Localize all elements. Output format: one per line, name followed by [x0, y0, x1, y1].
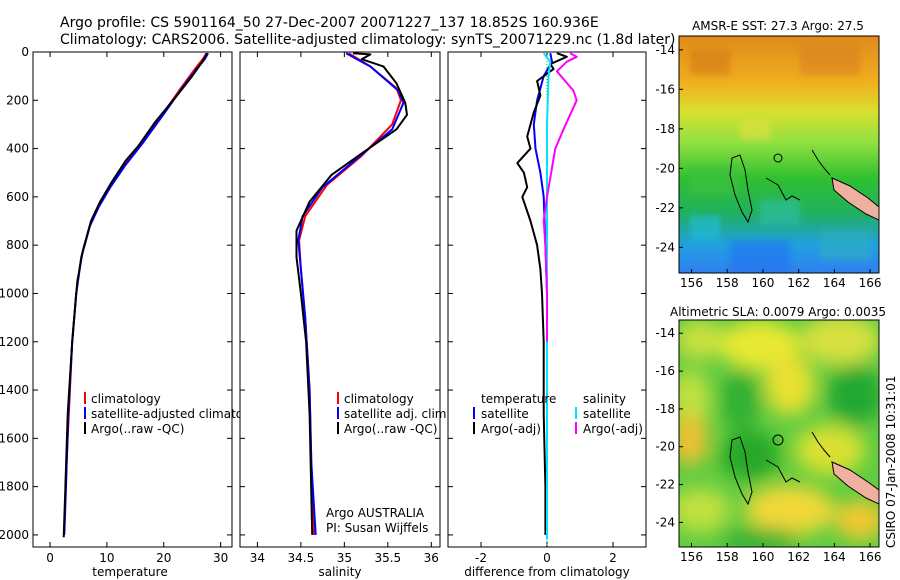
map-y-tick-label: -14	[655, 326, 675, 340]
x-tick-label: 2	[609, 551, 617, 565]
map-x-tick-label: 164	[823, 276, 846, 290]
legend-satellite-adj: satellite adj. clim.	[344, 407, 450, 421]
pi-annotation: PI: Susan Wijffels	[326, 521, 428, 535]
map-x-tick-label: 160	[751, 550, 774, 564]
sla-map: Altimetric SLA: 0.0079 Argo: 0.0035	[655, 305, 886, 564]
map-x-tick-label: 162	[787, 550, 810, 564]
map-x-tick-label: 162	[787, 276, 810, 290]
x-tick-label: 35	[337, 551, 352, 565]
map-y-tick-label: -16	[655, 82, 675, 96]
map-x-tick-label: 164	[823, 550, 846, 564]
map-y-tick-label: -18	[655, 122, 675, 136]
argo-program-annotation: Argo AUSTRALIA	[326, 506, 425, 520]
x-tick-label: 10	[99, 551, 114, 565]
temperature-axis-label: temperature	[92, 565, 167, 579]
map-x-tick-label: 158	[716, 550, 739, 564]
y-tick-label: 1800	[0, 480, 29, 494]
y-tick-label: 1000	[0, 286, 29, 300]
series-line-salinity-satellite	[542, 52, 552, 540]
x-tick-label: 35.5	[374, 551, 401, 565]
legend-temperature-argo: Argo(-adj)	[481, 422, 541, 436]
x-tick-label: 34.5	[288, 551, 315, 565]
figure-title-line2: Climatology: CARS2006. Satellite-adjuste…	[60, 32, 675, 48]
y-tick-label: 0	[21, 45, 29, 59]
map-x-tick-label: 156	[680, 550, 703, 564]
x-tick-label: 0	[46, 551, 54, 565]
map-y-tick-label: -20	[655, 440, 675, 454]
temperature-legend: climatology satellite-adjusted climatolo…	[84, 392, 269, 436]
temperature-panel: 0 10 20 30 0 200 400 600 800 1000 1200 1400 1600 1800…	[0, 45, 269, 579]
x-tick-label: 34	[250, 551, 265, 565]
x-tick-label: 20	[156, 551, 171, 565]
map-x-tick-label: 156	[680, 276, 703, 290]
sst-land-mask	[729, 149, 879, 224]
map-x-tick-label: 166	[859, 276, 882, 290]
sla-land-mask	[729, 431, 879, 506]
legend-argo: Argo(..raw -QC)	[91, 422, 184, 436]
legend-temperature-satellite: satellite	[481, 407, 529, 421]
y-tick-label: 400	[6, 142, 29, 156]
y-tick-label: 600	[6, 190, 29, 204]
x-tick-label: 36	[424, 551, 439, 565]
y-tick-label: 200	[6, 93, 29, 107]
x-tick-label: -2	[475, 551, 487, 565]
credit-text: CSIRO 07-Jan-2008 10:31:01	[884, 376, 898, 548]
map-x-tick-label: 160	[751, 276, 774, 290]
y-tick-label: 1600	[0, 431, 29, 445]
y-tick-label: 2000	[0, 528, 29, 542]
sst-map: AMSR-E SST: 27.3 Argo: 27.5 1	[655, 19, 881, 290]
y-tick-label: 1200	[0, 335, 29, 349]
series-line-salinity-argo-adj-	[542, 52, 578, 342]
series-line-argo-raw-qc-	[62, 52, 208, 538]
series-line-argo-raw-qc-	[295, 52, 408, 535]
salinity-legend: climatology satellite adj. clim. Argo(..…	[337, 392, 450, 436]
legend-satellite-adjusted: satellite-adjusted climatology	[91, 407, 269, 421]
legend-header-salinity: salinity	[583, 392, 626, 406]
legend-argo: Argo(..raw -QC)	[344, 422, 437, 436]
difference-axis-label: difference from climatology	[464, 565, 630, 579]
map-y-tick-label: -16	[655, 364, 675, 378]
salinity-panel: 34 34.5 35 35.5 36 salinity climatology sate…	[239, 51, 450, 579]
map-y-tick-label: -18	[655, 402, 675, 416]
difference-panel: -2 0 2 difference from climatology tempera…	[447, 51, 647, 579]
map-y-tick-label: -22	[655, 478, 675, 492]
map-x-tick-label: 166	[859, 550, 882, 564]
x-tick-label: 0	[543, 551, 551, 565]
figure-title-line1: Argo profile: CS 5901164_50 27-Dec-2007 …	[60, 15, 599, 31]
legend-climatology: climatology	[344, 392, 414, 406]
map-y-tick-label: -22	[655, 201, 675, 215]
legend-salinity-satellite: satellite	[583, 407, 631, 421]
y-tick-label: 800	[6, 238, 29, 252]
legend-header-temperature: temperature	[481, 392, 556, 406]
legend-salinity-argo: Argo(-adj)	[583, 422, 643, 436]
series-line-satellite-adj-clim-	[297, 52, 405, 535]
y-tick-label: 1400	[0, 383, 29, 397]
map-y-tick-label: -14	[655, 43, 675, 57]
map-y-tick-label: -24	[655, 515, 675, 529]
salinity-axis-label: salinity	[318, 565, 361, 579]
legend-climatology: climatology	[91, 392, 161, 406]
sla-map-title: Altimetric SLA: 0.0079 Argo: 0.0035	[670, 305, 886, 319]
difference-legend: temperature salinity satellite satellite…	[473, 392, 643, 436]
map-y-tick-label: -20	[655, 161, 675, 175]
map-y-tick-label: -24	[655, 240, 675, 254]
x-tick-label: 30	[213, 551, 228, 565]
sst-map-title: AMSR-E SST: 27.3 Argo: 27.5	[692, 19, 864, 33]
map-x-tick-label: 158	[716, 276, 739, 290]
